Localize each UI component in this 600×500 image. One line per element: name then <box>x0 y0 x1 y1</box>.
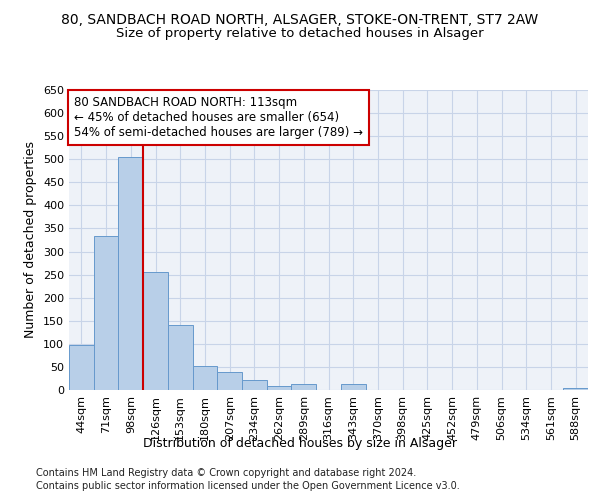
Text: 80 SANDBACH ROAD NORTH: 113sqm
← 45% of detached houses are smaller (654)
54% of: 80 SANDBACH ROAD NORTH: 113sqm ← 45% of … <box>74 96 363 139</box>
Text: Distribution of detached houses by size in Alsager: Distribution of detached houses by size … <box>143 438 457 450</box>
Text: Contains public sector information licensed under the Open Government Licence v3: Contains public sector information licen… <box>36 481 460 491</box>
Bar <box>267 386 292 390</box>
Bar <box>69 345 94 390</box>
Bar <box>143 272 168 390</box>
Bar <box>168 326 193 390</box>
Bar <box>94 236 118 390</box>
Bar <box>292 384 316 390</box>
Text: Contains HM Land Registry data © Crown copyright and database right 2024.: Contains HM Land Registry data © Crown c… <box>36 468 416 477</box>
Bar <box>217 372 242 390</box>
Bar <box>563 388 588 390</box>
Text: Size of property relative to detached houses in Alsager: Size of property relative to detached ho… <box>116 28 484 40</box>
Y-axis label: Number of detached properties: Number of detached properties <box>25 142 37 338</box>
Bar <box>242 380 267 390</box>
Bar <box>193 366 217 390</box>
Bar <box>118 157 143 390</box>
Text: 80, SANDBACH ROAD NORTH, ALSAGER, STOKE-ON-TRENT, ST7 2AW: 80, SANDBACH ROAD NORTH, ALSAGER, STOKE-… <box>61 12 539 26</box>
Bar <box>341 384 365 390</box>
